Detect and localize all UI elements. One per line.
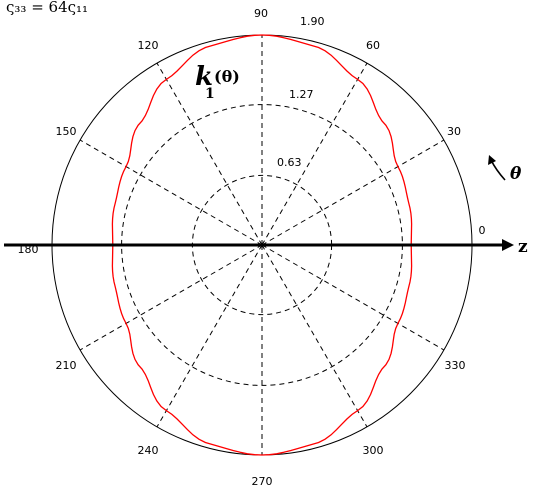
curve-label-main: k: [195, 62, 213, 92]
theta-arrowhead: [488, 155, 496, 165]
curve-label-argument: (θ): [214, 67, 240, 86]
angular-tick-label: 270: [252, 475, 273, 488]
angular-tick-label: 120: [138, 39, 159, 52]
z-axis-arrowhead: [502, 239, 514, 251]
angular-tick-label: 210: [56, 359, 77, 372]
z-axis-label: z: [518, 237, 528, 257]
header-formula: ς₃₃ = 64ς₁₁: [6, 0, 88, 16]
angular-grid-line: [261, 244, 445, 351]
curve-label-subscript: 1: [205, 86, 215, 102]
angular-tick-label: 150: [56, 125, 77, 138]
angular-grid-line: [261, 62, 368, 246]
angular-tick-label: 0: [479, 224, 486, 237]
angular-tick-label: 330: [445, 359, 466, 372]
theta-arrow: [490, 159, 506, 181]
angular-tick-label: 90: [254, 7, 268, 20]
radial-tick-label: 1.27: [289, 88, 314, 101]
theta-axis-label: θ: [510, 164, 522, 184]
angular-grid-line: [79, 139, 263, 246]
angular-tick-label: 180: [18, 243, 39, 256]
angular-tick-label: 30: [447, 125, 461, 138]
angular-grid-line: [156, 62, 263, 246]
angular-tick-label: 60: [366, 39, 380, 52]
angular-grid-line: [261, 244, 368, 428]
angular-tick-label: 240: [138, 444, 159, 457]
angular-tick-label: 300: [363, 444, 384, 457]
angular-grid-line: [156, 244, 263, 428]
radial-tick-label: 0.63: [277, 156, 302, 169]
angular-grid-line: [261, 139, 445, 246]
radial-tick-label: 1.90: [300, 15, 325, 28]
angular-grid-line: [79, 244, 263, 351]
